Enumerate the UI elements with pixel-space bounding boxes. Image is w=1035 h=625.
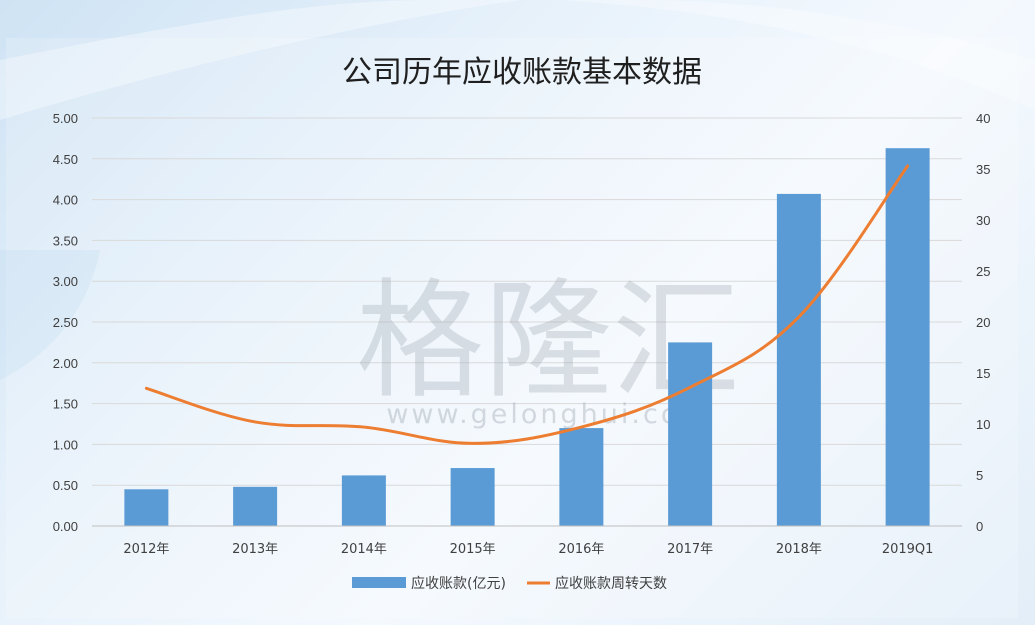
left-tick-label: 4.00: [53, 193, 78, 208]
right-tick-label: 15: [976, 366, 990, 381]
left-tick-label: 5.00: [53, 111, 78, 126]
left-tick-label: 0.50: [53, 478, 78, 493]
x-tick-label: 2017年: [667, 542, 713, 557]
line-point: [580, 426, 582, 428]
bar: [341, 475, 386, 526]
x-tick-label: 2012年: [123, 542, 169, 557]
legend-label-bar: 应收账款(亿元): [411, 575, 506, 592]
left-tick-label: 3.00: [53, 274, 78, 289]
legend: 应收账款(亿元) 应收账款周转天数: [352, 575, 667, 592]
line-point: [145, 387, 147, 389]
right-tick-label: 25: [976, 264, 990, 279]
bar: [450, 468, 495, 526]
legend-label-line: 应收账款周转天数: [555, 575, 667, 592]
bar: [559, 428, 604, 526]
line-point: [254, 421, 256, 423]
left-tick-label: 1.50: [53, 397, 78, 412]
x-tick-label: 2013年: [232, 542, 278, 557]
line-point: [798, 316, 800, 318]
right-tick-label: 10: [976, 417, 990, 432]
left-axis: 0.00 0.50 1.00 1.50 2.00 2.50 3.00 3.50 4.00 4.50…: [53, 111, 78, 534]
right-tick-label: 0: [976, 519, 983, 534]
bar: [776, 193, 821, 526]
x-tick-label: 2016年: [558, 542, 604, 557]
right-tick-label: 35: [976, 162, 990, 177]
left-tick-label: 4.50: [53, 152, 78, 167]
x-tick-label: 2018年: [776, 542, 822, 557]
x-tick-label: 2014年: [341, 542, 387, 557]
legend-swatch-bar: [352, 577, 406, 588]
x-axis: 2012年 2013年 2014年 2015年 2016年 2017年 2018年 2019Q…: [123, 542, 933, 557]
left-tick-label: 0.00: [53, 519, 78, 534]
left-tick-label: 3.50: [53, 233, 78, 248]
line-series: [144, 164, 910, 445]
right-tick-label: 5: [976, 468, 983, 483]
right-tick-label: 40: [976, 111, 990, 126]
bar: [124, 489, 169, 526]
right-axis: 0 5 10 15 20 25 30 35 40: [976, 111, 990, 534]
line-point: [689, 386, 691, 388]
chart-panel: [6, 38, 1018, 618]
background-streaks: [0, 0, 1035, 120]
bar: [668, 342, 713, 526]
line-point: [907, 165, 909, 167]
bar-series: [124, 148, 930, 526]
right-tick-label: 20: [976, 315, 990, 330]
bar: [885, 148, 930, 526]
bar: [233, 486, 278, 526]
right-tick-label: 30: [976, 213, 990, 228]
x-tick-label: 2019Q1: [882, 542, 934, 557]
line-point: [363, 426, 365, 428]
watermark-url: www.gelonghui.com: [386, 399, 709, 430]
x-tick-label: 2015年: [450, 542, 496, 557]
chart-title: 公司历年应收账款基本数据: [342, 55, 702, 90]
left-tick-label: 2.50: [53, 315, 78, 330]
left-tick-label: 1.00: [53, 437, 78, 452]
line-point: [472, 442, 474, 444]
left-tick-label: 2.00: [53, 356, 78, 371]
